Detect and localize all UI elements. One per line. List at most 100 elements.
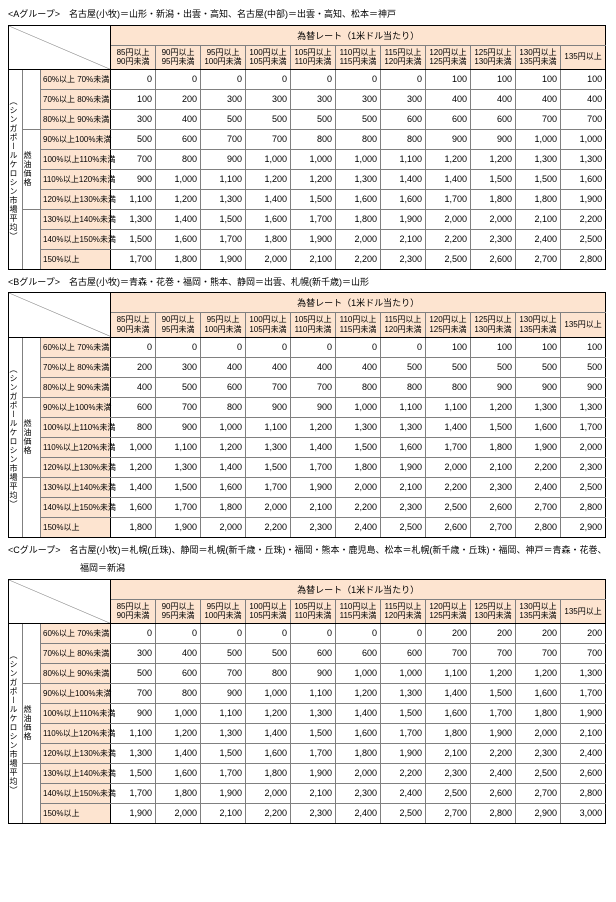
row-label: 80%以上 90%未満: [41, 109, 111, 129]
side-label-inner: 燃油価格: [23, 397, 41, 477]
value-cell: 1,200: [471, 149, 516, 169]
row-label: 70%以上 80%未満: [41, 643, 111, 663]
value-cell: 1,700: [291, 743, 336, 763]
value-cell: 1,000: [561, 129, 606, 149]
value-cell: 2,100: [381, 229, 426, 249]
value-cell: 2,000: [201, 517, 246, 537]
value-cell: 2,400: [471, 763, 516, 783]
value-cell: 2,900: [516, 803, 561, 823]
value-cell: 400: [291, 357, 336, 377]
col-header: 100円以上105円未満: [246, 45, 291, 69]
col-header: 95円以上100円未満: [201, 45, 246, 69]
value-cell: 0: [111, 337, 156, 357]
fuel-surcharge-table: 為替レート（1米ドル当たり）85円以上90円未満90円以上95円未満95円以上1…: [8, 292, 606, 537]
value-cell: 1,700: [561, 417, 606, 437]
value-cell: 1,000: [201, 417, 246, 437]
exchange-rate-header: 為替レート（1米ドル当たり）: [111, 25, 606, 45]
value-cell: 700: [156, 397, 201, 417]
value-cell: 1,400: [111, 477, 156, 497]
value-cell: 500: [471, 357, 516, 377]
value-cell: 0: [291, 337, 336, 357]
value-cell: 900: [111, 169, 156, 189]
corner-cell: [9, 25, 111, 69]
value-cell: 1,200: [516, 663, 561, 683]
value-cell: 500: [291, 109, 336, 129]
value-cell: 400: [156, 643, 201, 663]
value-cell: 1,300: [291, 703, 336, 723]
value-cell: 800: [156, 683, 201, 703]
value-cell: 400: [561, 89, 606, 109]
side-spacer: [23, 209, 41, 269]
value-cell: 1,000: [246, 149, 291, 169]
value-cell: 1,400: [381, 169, 426, 189]
value-cell: 1,800: [156, 249, 201, 269]
value-cell: 300: [111, 643, 156, 663]
col-header: 130円以上135円未満: [516, 313, 561, 337]
value-cell: 1,800: [156, 783, 201, 803]
value-cell: 500: [561, 357, 606, 377]
value-cell: 2,300: [381, 497, 426, 517]
value-cell: 1,100: [426, 663, 471, 683]
value-cell: 800: [381, 377, 426, 397]
col-header: 135円以上: [561, 313, 606, 337]
row-label: 90%以上100%未満: [41, 129, 111, 149]
value-cell: 1,600: [156, 229, 201, 249]
value-cell: 2,700: [426, 803, 471, 823]
side-label-inner: 燃油価格: [23, 129, 41, 209]
value-cell: 0: [381, 337, 426, 357]
value-cell: 2,000: [246, 783, 291, 803]
value-cell: 700: [111, 683, 156, 703]
value-cell: 1,500: [201, 743, 246, 763]
value-cell: 400: [471, 89, 516, 109]
value-cell: 700: [426, 643, 471, 663]
value-cell: 1,600: [201, 477, 246, 497]
row-label: 110%以上120%未満: [41, 169, 111, 189]
value-cell: 2,300: [471, 477, 516, 497]
value-cell: 1,700: [111, 249, 156, 269]
value-cell: 2,500: [426, 783, 471, 803]
value-cell: 2,300: [291, 517, 336, 537]
group-title: <Bグループ> 名古屋(小牧)＝青森・花巻・福岡・熊本、静岡＝出雲、札幌(新千歳…: [8, 276, 608, 289]
row-label: 150%以上: [41, 517, 111, 537]
value-cell: 2,000: [246, 249, 291, 269]
row-label: 60%以上 70%未満: [41, 69, 111, 89]
value-cell: 1,000: [516, 129, 561, 149]
value-cell: 1,300: [201, 723, 246, 743]
value-cell: 700: [561, 109, 606, 129]
col-header: 105円以上110円未満: [291, 313, 336, 337]
value-cell: 1,800: [111, 517, 156, 537]
col-header: 110円以上115円未満: [336, 313, 381, 337]
value-cell: 300: [381, 89, 426, 109]
value-cell: 1,000: [381, 663, 426, 683]
value-cell: 0: [156, 69, 201, 89]
value-cell: 0: [291, 623, 336, 643]
value-cell: 1,400: [156, 209, 201, 229]
value-cell: 1,600: [381, 437, 426, 457]
col-header: 100円以上105円未満: [246, 313, 291, 337]
value-cell: 2,900: [561, 517, 606, 537]
value-cell: 700: [246, 377, 291, 397]
col-header: 125円以上130円未満: [471, 45, 516, 69]
value-cell: 1,500: [471, 683, 516, 703]
value-cell: 1,100: [111, 723, 156, 743]
value-cell: 100: [516, 337, 561, 357]
value-cell: 400: [156, 109, 201, 129]
value-cell: 2,000: [336, 477, 381, 497]
value-cell: 1,200: [471, 663, 516, 683]
value-cell: 2,500: [516, 763, 561, 783]
value-cell: 400: [201, 357, 246, 377]
value-cell: 100: [561, 337, 606, 357]
col-header: 85円以上90円未満: [111, 313, 156, 337]
value-cell: 2,200: [381, 763, 426, 783]
value-cell: 500: [381, 357, 426, 377]
value-cell: 2,300: [471, 229, 516, 249]
row-label: 80%以上 90%未満: [41, 377, 111, 397]
value-cell: 800: [336, 377, 381, 397]
value-cell: 1,500: [471, 417, 516, 437]
value-cell: 600: [381, 109, 426, 129]
row-label: 150%以上: [41, 249, 111, 269]
value-cell: 600: [156, 663, 201, 683]
value-cell: 900: [426, 129, 471, 149]
value-cell: 900: [246, 397, 291, 417]
value-cell: 1,400: [336, 703, 381, 723]
